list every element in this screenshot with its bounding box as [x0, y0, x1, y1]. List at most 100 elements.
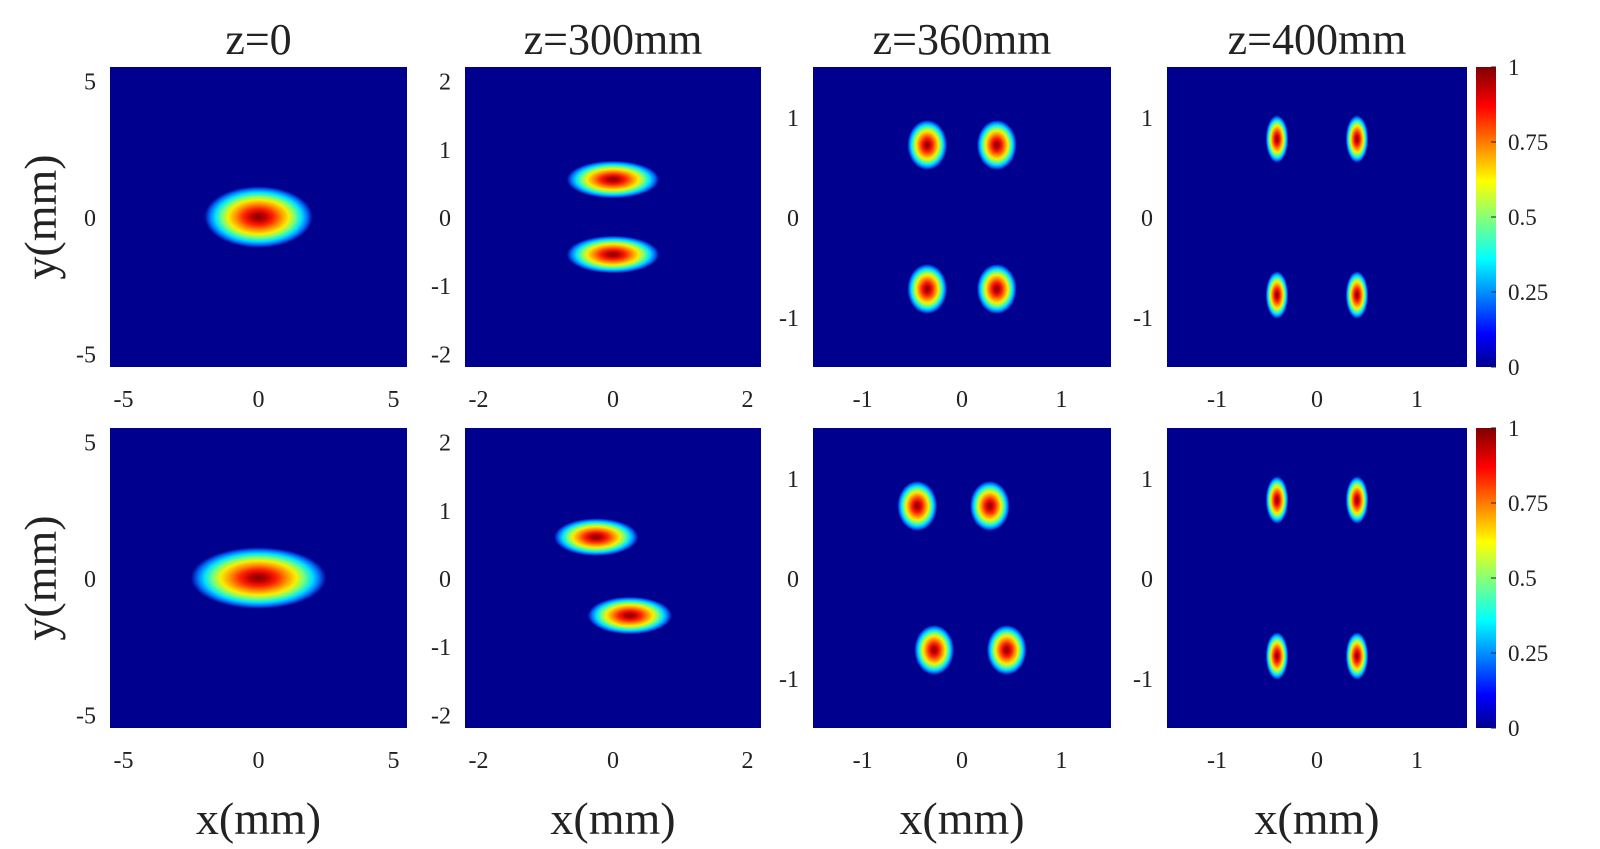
heatmap-panel-r1-c4: -1 0 1 -1 0 1	[1133, 67, 1467, 413]
x-tick-label: 1	[1055, 748, 1067, 774]
colorbar-tick-label: 0.5	[1508, 566, 1537, 591]
heatmap-panel-r2-c4: -1 0 1 -1 0 1	[1133, 428, 1467, 774]
intensity-spot	[1345, 476, 1369, 524]
y-tick-label: -1	[1133, 306, 1153, 332]
y-tick-label: -1	[431, 274, 451, 300]
y-tick-label: 0	[1141, 206, 1153, 232]
y-tick-label: 0	[84, 206, 96, 232]
y-tick-label: 2	[439, 70, 451, 96]
y-tick-label: -2	[431, 342, 451, 368]
x-tick-label: -2	[468, 748, 488, 774]
x-axis-label-col-3: x(mm)	[899, 793, 1024, 844]
intensity-spot	[1345, 271, 1369, 319]
x-tick-label: 1	[1411, 748, 1423, 774]
y-tick-label: 5	[84, 70, 96, 96]
panel-background	[1167, 67, 1467, 367]
x-tick-label: -1	[853, 748, 873, 774]
colorbar-row-2: 0 0.25 0.5 0.75 1	[1476, 416, 1548, 741]
x-tick-label: 0	[607, 748, 619, 774]
y-tick-label: 1	[439, 499, 451, 525]
colorbar-tick-label: 0.25	[1508, 641, 1548, 666]
panel-background	[465, 67, 761, 367]
x-axis-label-col-4: x(mm)	[1254, 793, 1379, 844]
x-tick-label: 1	[1411, 387, 1423, 413]
x-tick-label: 0	[1311, 748, 1323, 774]
y-tick-label: 0	[787, 206, 799, 232]
column-title-1: z=0	[225, 15, 291, 64]
colorbar-tick-label: 0.5	[1508, 205, 1537, 230]
panel-background	[813, 428, 1111, 728]
y-tick-label: -1	[431, 635, 451, 661]
colorbar-tick-label: 1	[1508, 416, 1520, 441]
y-tick-label: 5	[84, 431, 96, 457]
x-tick-label: -1	[1207, 748, 1227, 774]
y-tick-label: 1	[787, 106, 799, 132]
intensity-spot	[191, 547, 326, 609]
x-tick-label: 2	[742, 387, 754, 413]
intensity-spot	[587, 596, 672, 635]
intensity-spot	[976, 264, 1017, 314]
column-title-3: z=360mm	[873, 15, 1052, 64]
colorbar-tick-label: 0.75	[1508, 130, 1548, 155]
x-tick-label: 0	[253, 387, 265, 413]
intensity-spot	[907, 120, 948, 170]
x-tick-label: 5	[388, 387, 400, 413]
panel-background	[813, 67, 1111, 367]
y-tick-label: 0	[439, 567, 451, 593]
panel-background	[1167, 428, 1467, 728]
heatmap-panel-r2-c3: -1 0 1 -1 0 1	[779, 428, 1111, 774]
heatmap-panel-r2-c2: -2 0 2 -2 -1 0 1 2	[431, 428, 761, 774]
x-tick-label: 5	[388, 748, 400, 774]
y-tick-label: 0	[84, 567, 96, 593]
intensity-spot	[1265, 271, 1289, 319]
heatmap-panel-r1-c1: -5 0 5 -5 0 5	[76, 67, 407, 413]
colorbar-row-1: 0 0.25 0.5 0.75 1	[1476, 55, 1548, 380]
x-tick-label: 0	[1311, 387, 1323, 413]
intensity-spot	[204, 186, 313, 248]
x-tick-label: 0	[956, 748, 968, 774]
y-tick-label: 0	[787, 567, 799, 593]
intensity-spot	[914, 625, 955, 675]
x-tick-label: 0	[607, 387, 619, 413]
column-title-2: z=300mm	[524, 15, 703, 64]
x-tick-label: 2	[742, 748, 754, 774]
x-tick-label: -1	[1207, 387, 1227, 413]
x-tick-label: -1	[853, 387, 873, 413]
intensity-spot	[897, 481, 938, 531]
intensity-spot	[986, 625, 1027, 675]
intensity-spot	[907, 264, 948, 314]
x-tick-label: 0	[956, 387, 968, 413]
heatmap-panel-r1-c3: -1 0 1 -1 0 1	[779, 67, 1111, 413]
y-axis-label-row-2: y(mm)	[15, 515, 66, 640]
x-tick-label: -2	[468, 387, 488, 413]
x-axis-label-col-1: x(mm)	[196, 793, 321, 844]
y-tick-label: -1	[1133, 667, 1153, 693]
y-tick-label: 1	[787, 467, 799, 493]
intensity-spot	[976, 120, 1017, 170]
panel-background	[465, 428, 761, 728]
intensity-spot	[1265, 476, 1289, 524]
heatmap-panel-r2-c1: -5 0 5 -5 0 5	[76, 428, 407, 774]
x-tick-label: 0	[253, 748, 265, 774]
y-tick-label: -5	[76, 342, 96, 368]
intensity-spot	[566, 160, 660, 199]
colorbar-tick-label: 0.75	[1508, 491, 1548, 516]
colorbar-tick-label: 0	[1508, 355, 1520, 380]
intensity-spot	[1345, 632, 1369, 680]
y-tick-label: -2	[431, 703, 451, 729]
heatmap-panel-r1-c2: -2 0 2 -2 -1 0 1 2	[431, 67, 761, 413]
x-tick-label: 1	[1055, 387, 1067, 413]
y-tick-label: -1	[779, 306, 799, 332]
y-tick-label: 0	[1141, 567, 1153, 593]
intensity-spot	[1345, 115, 1369, 163]
intensity-spot	[969, 481, 1010, 531]
x-tick-label: -5	[114, 748, 134, 774]
intensity-spot	[1265, 115, 1289, 163]
colorbar-tick-label: 0	[1508, 716, 1520, 741]
y-tick-label: 1	[1141, 467, 1153, 493]
colorbar-tick-label: 1	[1508, 55, 1520, 80]
y-tick-label: 0	[439, 206, 451, 232]
y-axis-label-row-1: y(mm)	[15, 154, 66, 279]
column-title-4: z=400mm	[1228, 15, 1407, 64]
